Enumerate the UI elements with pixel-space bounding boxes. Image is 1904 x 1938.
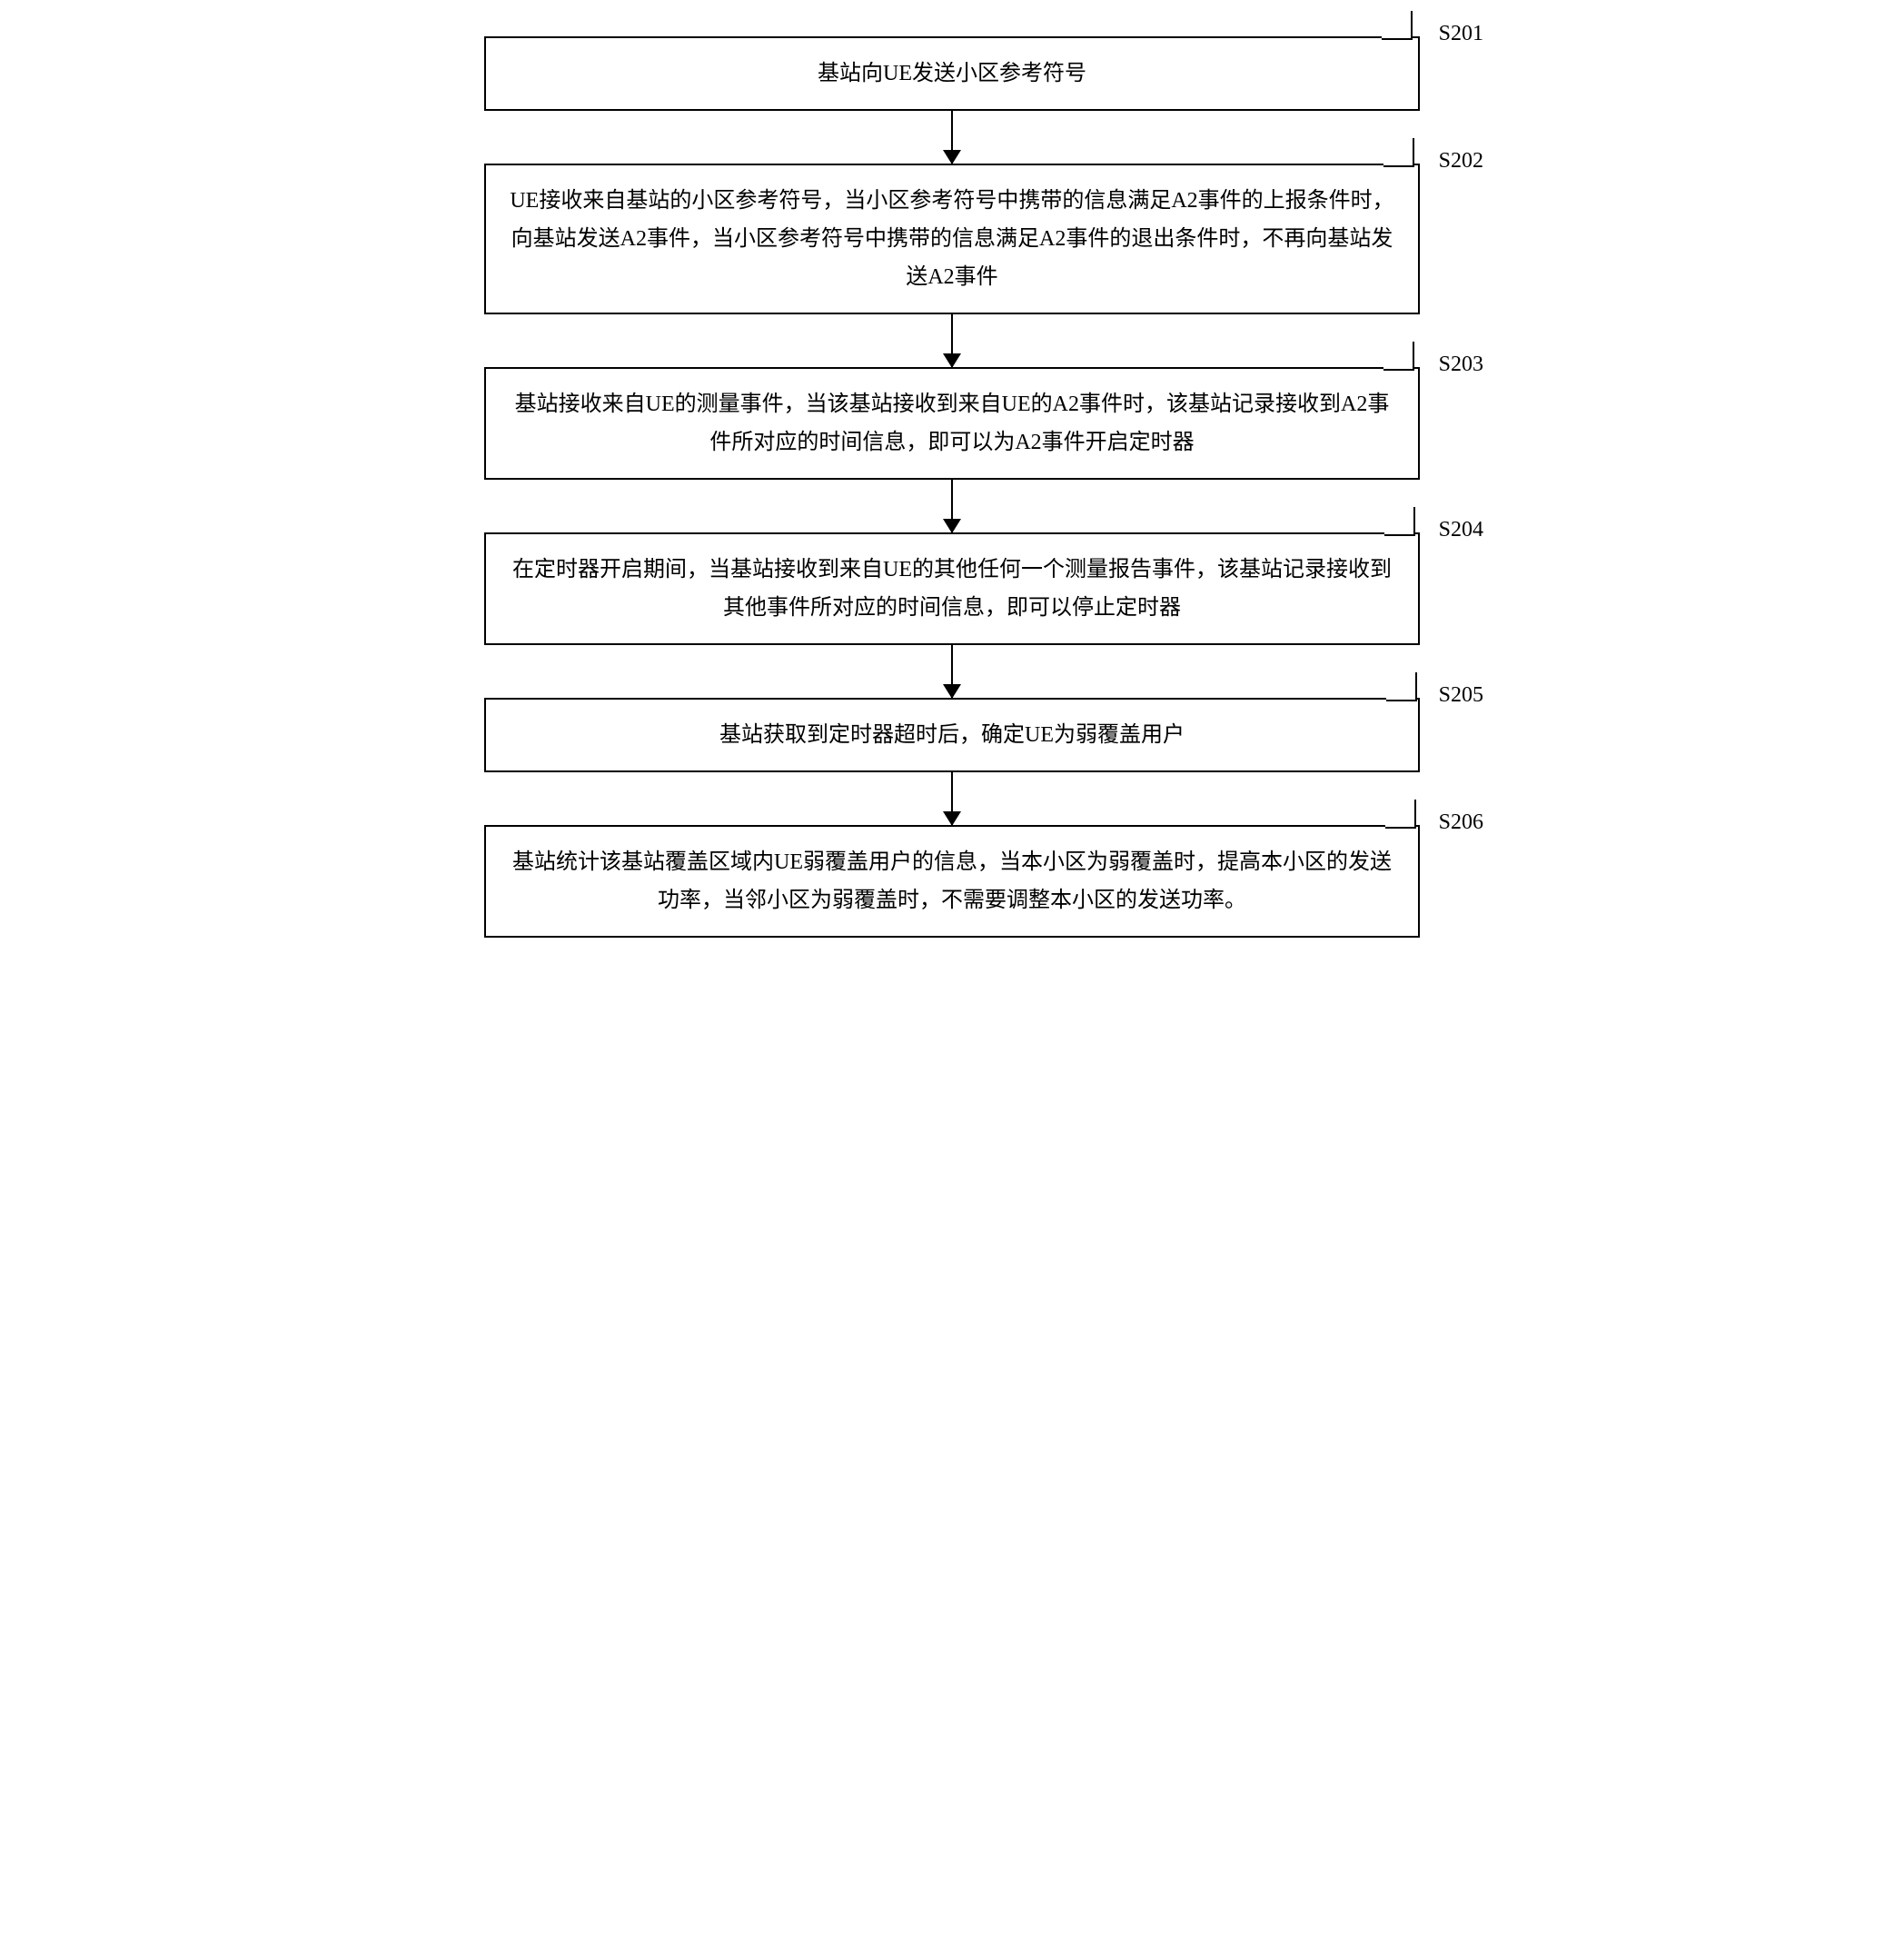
- corner-notch: [1382, 11, 1413, 40]
- step-label: S206: [1439, 803, 1483, 841]
- flow-step: UE接收来自基站的小区参考符号，当小区参考符号中携带的信息满足A2事件的上报条件…: [484, 164, 1420, 314]
- step-label: S201: [1439, 15, 1483, 53]
- step-label: S203: [1439, 345, 1483, 383]
- flow-arrow: [951, 645, 954, 698]
- corner-notch: [1386, 672, 1417, 701]
- flow-step: 基站获取到定时器超时后，确定UE为弱覆盖用户S205: [484, 698, 1420, 772]
- step-text: 基站统计该基站覆盖区域内UE弱覆盖用户的信息，当本小区为弱覆盖时，提高本小区的发…: [508, 843, 1396, 919]
- flow-arrow: [951, 314, 954, 367]
- corner-notch: [1385, 800, 1416, 829]
- flow-arrow: [951, 480, 954, 532]
- step-text: 基站接收来自UE的测量事件，当该基站接收到来自UE的A2事件时，该基站记录接收到…: [508, 385, 1396, 462]
- step-label: S202: [1439, 142, 1483, 180]
- step-box: UE接收来自基站的小区参考符号，当小区参考符号中携带的信息满足A2事件的上报条件…: [484, 164, 1420, 314]
- corner-notch: [1384, 507, 1415, 536]
- flow-step: 基站接收来自UE的测量事件，当该基站接收到来自UE的A2事件时，该基站记录接收到…: [484, 367, 1420, 480]
- step-text: UE接收来自基站的小区参考符号，当小区参考符号中携带的信息满足A2事件的上报条件…: [508, 182, 1396, 296]
- step-box: 在定时器开启期间，当基站接收到来自UE的其他任何一个测量报告事件，该基站记录接收…: [484, 532, 1420, 645]
- step-label: S204: [1439, 511, 1483, 549]
- step-box: 基站接收来自UE的测量事件，当该基站接收到来自UE的A2事件时，该基站记录接收到…: [484, 367, 1420, 480]
- step-label: S205: [1439, 676, 1483, 714]
- step-text: 基站向UE发送小区参考符号: [818, 55, 1086, 93]
- flow-step: 基站统计该基站覆盖区域内UE弱覆盖用户的信息，当本小区为弱覆盖时，提高本小区的发…: [484, 825, 1420, 938]
- step-box: 基站向UE发送小区参考符号S201: [484, 36, 1420, 111]
- step-text: 基站获取到定时器超时后，确定UE为弱覆盖用户: [719, 716, 1185, 754]
- corner-notch: [1383, 342, 1414, 371]
- flow-arrow: [951, 772, 954, 825]
- flow-arrow: [951, 111, 954, 164]
- step-box: 基站获取到定时器超时后，确定UE为弱覆盖用户S205: [484, 698, 1420, 772]
- flow-step: 基站向UE发送小区参考符号S201: [484, 36, 1420, 111]
- step-box: 基站统计该基站覆盖区域内UE弱覆盖用户的信息，当本小区为弱覆盖时，提高本小区的发…: [484, 825, 1420, 938]
- flow-step: 在定时器开启期间，当基站接收到来自UE的其他任何一个测量报告事件，该基站记录接收…: [484, 532, 1420, 645]
- corner-notch: [1383, 138, 1414, 167]
- flowchart-container: 基站向UE发送小区参考符号S201 UE接收来自基站的小区参考符号，当小区参考符号…: [484, 36, 1420, 938]
- step-text: 在定时器开启期间，当基站接收到来自UE的其他任何一个测量报告事件，该基站记录接收…: [508, 551, 1396, 627]
